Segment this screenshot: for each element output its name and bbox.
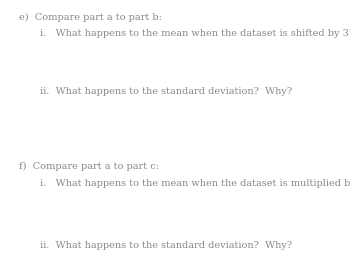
- Text: ii.  What happens to the standard deviation?  Why?: ii. What happens to the standard deviati…: [40, 87, 292, 96]
- Text: i.   What happens to the mean when the dataset is multiplied by 2?: i. What happens to the mean when the dat…: [40, 179, 350, 188]
- Text: e)  Compare part a to part b:: e) Compare part a to part b:: [19, 12, 162, 22]
- Text: ii.  What happens to the standard deviation?  Why?: ii. What happens to the standard deviati…: [40, 241, 292, 250]
- Text: i.   What happens to the mean when the dataset is shifted by 3?: i. What happens to the mean when the dat…: [40, 29, 350, 38]
- Text: f)  Compare part a to part c:: f) Compare part a to part c:: [19, 162, 159, 171]
